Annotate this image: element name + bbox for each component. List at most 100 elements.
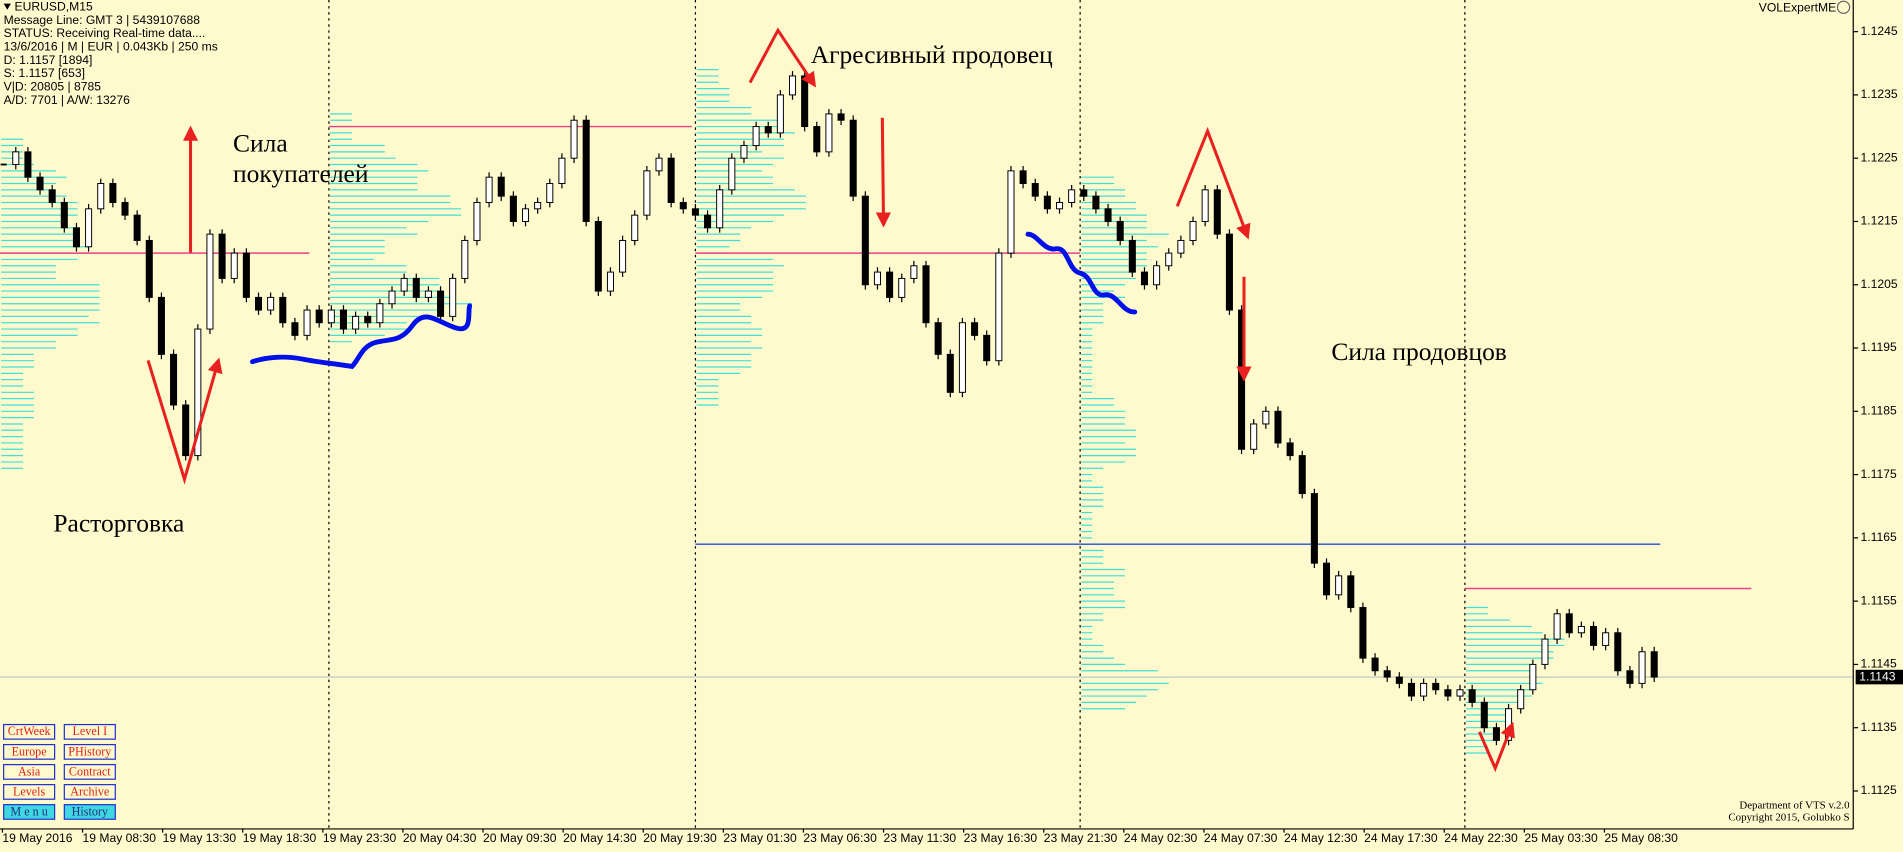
button-label[interactable]: Level I: [72, 724, 107, 738]
x-tick-label: 19 May 08:30: [83, 831, 157, 845]
button[interactable]: [3, 804, 56, 820]
candle-body: [1407, 682, 1415, 697]
candle-body: [886, 271, 894, 298]
candle-body: [788, 75, 797, 96]
candle-body: [667, 157, 675, 203]
button[interactable]: [3, 784, 56, 800]
candle-body: [1274, 410, 1282, 444]
y-tick-label: 1.1185: [1861, 404, 1897, 418]
candle-body: [218, 233, 226, 279]
annotation: Агресивный продовец: [811, 40, 1053, 69]
candle-body: [558, 157, 566, 184]
header-line: 13/6/2016 | M | EUR | 0.043Kb | 250 ms: [4, 40, 218, 54]
candle-body: [1262, 410, 1270, 425]
candle-body: [254, 296, 263, 311]
button-label[interactable]: CrtWeek: [8, 724, 52, 738]
button[interactable]: [3, 743, 56, 760]
candle-body: [1553, 613, 1561, 640]
button-label[interactable]: M e n u: [10, 804, 47, 818]
candle-body: [1007, 170, 1015, 254]
candle-body: [182, 404, 190, 457]
candle-body: [1140, 271, 1148, 286]
candle-body: [946, 353, 954, 393]
button[interactable]: [63, 804, 116, 820]
dropdown-icon[interactable]: [3, 3, 11, 10]
y-tick-label: 1.1125: [1861, 783, 1897, 797]
x-tick-label: 19 May 2016: [2, 831, 72, 845]
candle-body: [376, 303, 384, 324]
candle-body: [1310, 493, 1318, 564]
x-tick-label: 23 May 11:30: [884, 831, 957, 845]
annotation: покупателей: [233, 159, 369, 188]
candle-body: [594, 220, 602, 292]
footer: Copyright 2015, Golubko S: [1728, 812, 1849, 824]
candle-body: [1517, 689, 1525, 710]
candle-body: [1444, 689, 1452, 697]
x-tick-label: 19 May 23:30: [323, 831, 397, 845]
button-label[interactable]: History: [72, 804, 109, 818]
button[interactable]: [63, 743, 116, 760]
button[interactable]: [63, 764, 116, 780]
candle-body: [971, 322, 979, 336]
candle-body: [910, 265, 918, 279]
candle-body: [728, 157, 736, 191]
candle-body: [291, 322, 299, 336]
button-label[interactable]: Contract: [69, 764, 111, 778]
candle-body: [1104, 208, 1112, 222]
candle-body: [1335, 575, 1343, 596]
arrow: [1175, 126, 1251, 240]
button[interactable]: [63, 784, 116, 800]
blue-trend-drawings: [250, 231, 1138, 370]
candle-body: [509, 195, 517, 222]
candle-body: [60, 202, 68, 229]
button-label[interactable]: PHistory: [68, 744, 112, 758]
price-levels: [0, 125, 1854, 678]
blue-curve: [250, 303, 473, 370]
candle-body: [679, 202, 687, 210]
candle-body: [983, 334, 991, 362]
button[interactable]: [3, 723, 56, 740]
candle-body: [1395, 676, 1403, 684]
candle-body: [619, 239, 627, 273]
arrow: [146, 357, 223, 485]
y-tick-label: 1.1225: [1861, 150, 1898, 164]
candle-body: [813, 126, 821, 153]
button-label[interactable]: Asia: [18, 764, 41, 778]
button[interactable]: [3, 764, 56, 780]
x-tick-label: 19 May 13:30: [163, 831, 237, 845]
candle-body: [437, 290, 445, 317]
candle-body: [546, 183, 554, 203]
candle-body: [752, 126, 760, 147]
button-label[interactable]: Europe: [12, 744, 47, 758]
button-label[interactable]: Levels: [13, 784, 46, 798]
candle-body: [1383, 670, 1391, 678]
footer: Department of VTS v.2.0: [1739, 799, 1850, 811]
candle-body: [1359, 606, 1367, 659]
candle-body: [48, 189, 56, 203]
candle-body: [85, 208, 93, 248]
x-tick-label: 24 May 17:30: [1364, 831, 1438, 845]
candle-body: [1347, 575, 1355, 608]
candle-body: [352, 315, 360, 330]
candle-body: [1432, 682, 1440, 691]
candle-body: [109, 183, 117, 203]
candle-body: [570, 119, 578, 159]
candle-body: [1153, 265, 1161, 286]
candle-body: [922, 265, 930, 324]
candle-body: [36, 176, 44, 191]
button-label[interactable]: Archive: [70, 784, 109, 798]
candle-body: [170, 353, 178, 406]
x-tick-label: 23 May 21:30: [1044, 831, 1118, 845]
candle-body: [691, 208, 699, 216]
x-tick-label: 20 May 19:30: [643, 831, 717, 845]
candle-body: [1371, 657, 1379, 672]
x-tick-label: 23 May 06:30: [803, 831, 877, 845]
button[interactable]: [63, 723, 116, 740]
candle-body: [157, 296, 165, 355]
candle-body: [643, 170, 651, 216]
close-icon[interactable]: [1836, 0, 1851, 14]
candle-body: [1638, 651, 1646, 684]
candle-body: [898, 277, 906, 298]
candle-body: [388, 290, 396, 305]
